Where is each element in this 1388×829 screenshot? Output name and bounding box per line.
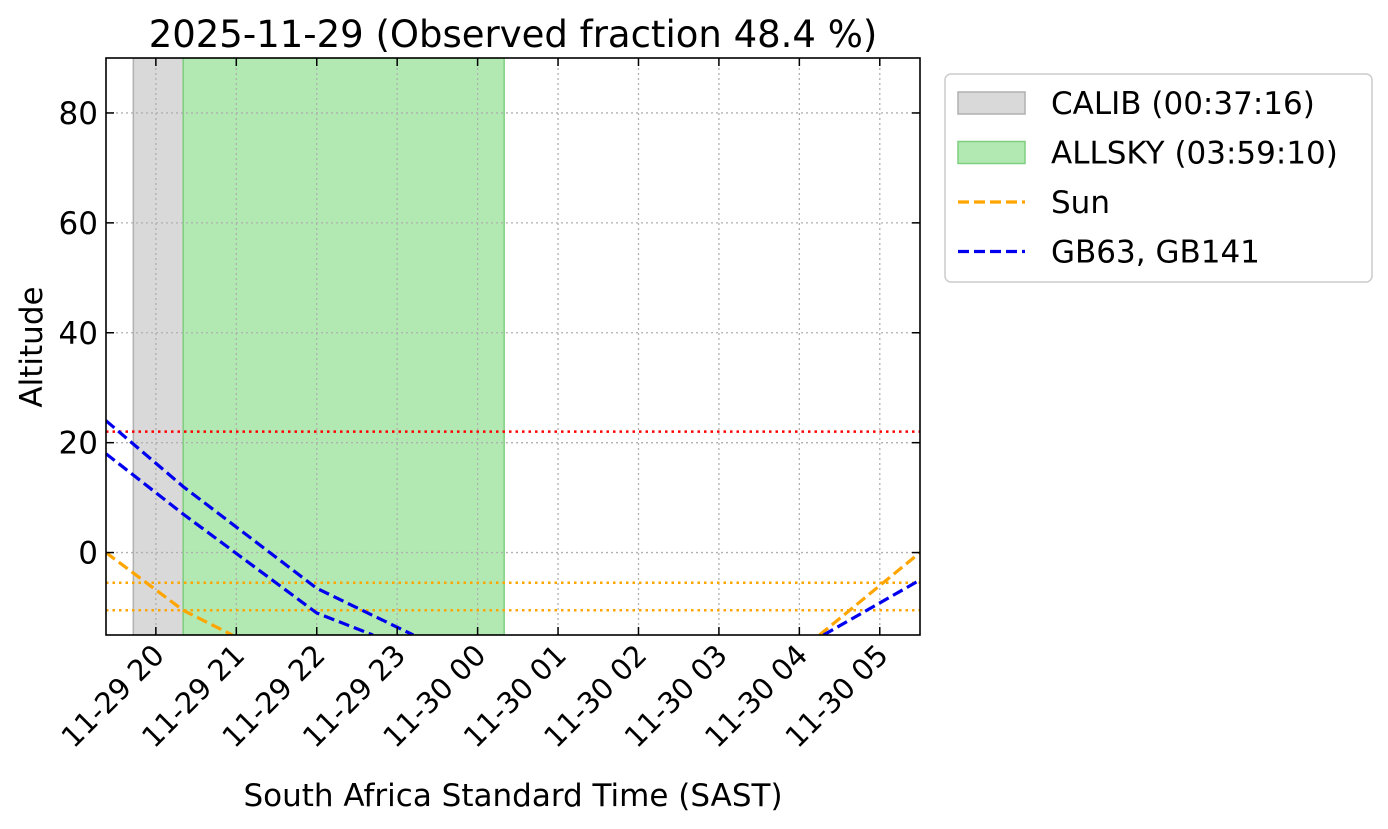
legend: CALIB (00:37:16) ALLSKY (03:59:10) Sun GB63… <box>944 73 1373 283</box>
series-1-segment-1 <box>106 452 374 635</box>
y-tick-label-0: 0 <box>78 536 98 572</box>
series-1-segment-0 <box>106 419 414 635</box>
plot-frame <box>105 57 921 636</box>
chart-title: 2025-11-29 (Observed fraction 48.4 %) <box>149 13 878 56</box>
y-tick-label-4: 80 <box>59 96 98 132</box>
legend-swatch-0 <box>957 91 1026 115</box>
series-0-segment-1 <box>818 551 920 635</box>
legend-label-2: Sun <box>1051 185 1110 221</box>
legend-frame <box>944 73 1373 283</box>
y-tick-label-2: 40 <box>59 316 98 352</box>
y-tick-label-3: 60 <box>59 206 98 242</box>
y-tick-label-1: 20 <box>59 426 98 462</box>
span-0 <box>132 58 184 635</box>
series-0-segment-0 <box>106 551 234 635</box>
legend-label-1: ALLSKY (03:59:10) <box>1051 136 1338 172</box>
span-1 <box>182 58 505 635</box>
legend-label-3: GB63, GB141 <box>1051 235 1260 271</box>
legend-label-0: CALIB (00:37:16) <box>1051 86 1315 122</box>
y-axis-label: Altitude <box>14 286 50 407</box>
legend-swatch-1 <box>957 140 1026 165</box>
series-1-segment-2 <box>822 578 920 635</box>
x-axis-label: South Africa Standard Time (SAST) <box>243 778 782 814</box>
